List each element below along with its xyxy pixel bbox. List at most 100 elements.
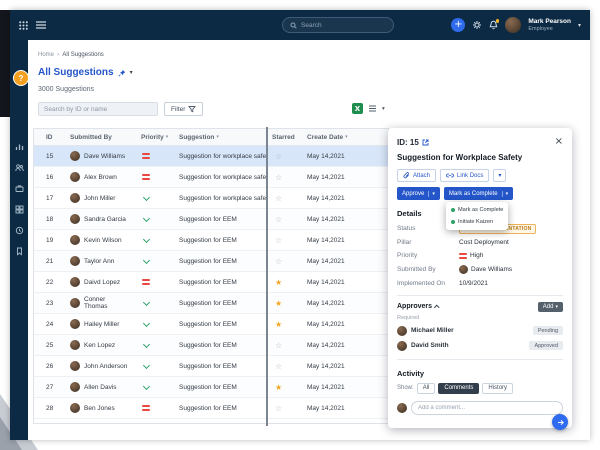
filter-button[interactable]: Filter [164, 102, 204, 116]
star-icon[interactable]: ☆ [275, 172, 283, 182]
star-icon[interactable]: ★ [275, 298, 283, 308]
user-name: Mark Pearson [528, 17, 571, 25]
star-icon[interactable]: ★ [275, 277, 283, 287]
activity-section-title: Activity [397, 368, 425, 378]
user-avatar[interactable] [505, 17, 522, 33]
submitter-avatar [70, 172, 80, 182]
people-icon[interactable] [14, 163, 24, 172]
star-icon[interactable]: ☆ [275, 403, 283, 413]
star-icon[interactable]: ☆ [275, 235, 283, 245]
submitter-avatar [70, 235, 80, 245]
row-id: 16 [46, 173, 54, 181]
submitted-by-name: Allen Davis [84, 383, 117, 391]
star-icon[interactable]: ★ [275, 382, 283, 392]
column-resize-divider[interactable] [266, 127, 268, 426]
suggestion-text: Suggestion for EEM [179, 215, 237, 223]
approver-row: Michael Miller Pending [397, 325, 563, 336]
table-row[interactable]: 15 Dave Williams Suggestion for workplac… [34, 146, 388, 167]
table-row[interactable]: 26 John Anderson Suggestion for EEM ☆ Ma… [34, 356, 388, 377]
star-icon[interactable]: ☆ [275, 256, 283, 266]
star-icon[interactable]: ☆ [275, 193, 283, 203]
hamburger-menu-icon[interactable] [36, 21, 46, 29]
apps-grid-icon[interactable] [15, 205, 24, 214]
row-id: 28 [46, 404, 54, 412]
star-icon[interactable]: ☆ [275, 361, 283, 371]
column-header-suggestion[interactable]: Suggestion ▾ [179, 133, 219, 141]
submitted-by-name: Hailey Miller [84, 320, 120, 328]
menu-item-mark-complete[interactable]: Mark as Complete [446, 204, 508, 216]
notifications-bell-icon[interactable] [489, 19, 500, 30]
analytics-icon[interactable] [15, 142, 24, 151]
view-options-chevron-icon[interactable]: ▾ [382, 105, 385, 112]
activity-tab[interactable]: History [482, 382, 514, 394]
table-row[interactable]: 25 Ken Lopez Suggestion for EEM ☆ May 14… [34, 335, 388, 356]
create-date: May 14,2021 [307, 236, 345, 244]
history-clock-icon[interactable] [15, 226, 24, 235]
status-label: Status [397, 225, 416, 232]
pin-icon[interactable] [118, 69, 126, 77]
submitted-by-label: Submitted By [397, 266, 436, 273]
table-row[interactable]: 23 Conner Thomas Suggestion for EEM ★ Ma… [34, 293, 388, 314]
suggestion-text: Suggestion for workplace safety [179, 173, 266, 181]
create-date: May 14,2021 [307, 320, 345, 328]
suggestion-text: Suggestion for EEM [179, 320, 237, 328]
table-row[interactable]: 22 Daivd Lopez Suggestion for EEM ★ May … [34, 272, 388, 293]
star-icon[interactable]: ☆ [275, 151, 283, 161]
fab-button[interactable] [552, 414, 568, 430]
global-search-input[interactable] [301, 21, 386, 29]
menu-item-initiate-kaizen[interactable]: Initiate Kaizen [446, 216, 508, 228]
help-walkthrough-badge[interactable]: ? [13, 70, 29, 86]
divider [397, 294, 563, 296]
star-icon[interactable]: ☆ [275, 214, 283, 224]
table-row[interactable]: 21 Taylor Ann Suggestion for EEM ☆ May 1… [34, 251, 388, 272]
attach-button[interactable]: Attach [397, 169, 437, 182]
submitter-avatar [70, 256, 80, 266]
table-row[interactable]: 19 Kevin Wilson Suggestion for EEM ☆ May… [34, 230, 388, 251]
link-docs-button[interactable]: Link Docs [440, 169, 490, 182]
sort-chevron-icon: ▾ [216, 134, 219, 140]
complete-chevron-icon[interactable]: ▾ [501, 190, 508, 197]
close-icon[interactable]: × [554, 136, 563, 147]
add-approver-button[interactable]: Add ▾ [537, 301, 563, 312]
list-view-icon[interactable] [368, 104, 377, 113]
approve-button[interactable]: Approve ▾ [397, 187, 440, 200]
table-row[interactable]: 24 Hailey Miller Suggestion for EEM ★ Ma… [34, 314, 388, 335]
submitter-avatar [459, 265, 468, 274]
activity-tab[interactable]: Comments [438, 382, 480, 394]
breadcrumb-home[interactable]: Home [38, 51, 55, 58]
star-icon[interactable]: ☆ [275, 340, 283, 350]
external-link-icon[interactable] [422, 139, 429, 146]
comment-input[interactable] [411, 400, 563, 415]
column-header-create-date[interactable]: Create Date ▾ [307, 133, 348, 141]
briefcase-icon[interactable] [15, 184, 24, 193]
table-row[interactable]: 16 Alex Brown Suggestion for workplace s… [34, 167, 388, 188]
suggestion-text: Suggestion for EEM [179, 383, 237, 391]
table-row[interactable]: 18 Sandra Garcia Suggestion for EEM ☆ Ma… [34, 209, 388, 230]
table-body: 15 Dave Williams Suggestion for workplac… [34, 146, 388, 423]
table-row[interactable]: 28 Ben Jones Suggestion for EEM ☆ May 14… [34, 398, 388, 419]
row-id: 26 [46, 362, 54, 370]
panel-title: Suggestion for Workplace Safety [397, 153, 523, 162]
table-row[interactable]: 27 Allen Davis Suggestion for EEM ★ May … [34, 377, 388, 398]
user-menu-chevron-icon[interactable]: ▾ [577, 21, 581, 29]
star-icon[interactable]: ★ [275, 319, 283, 329]
collapse-chevron-icon[interactable] [434, 305, 440, 310]
table-search-input[interactable] [44, 105, 152, 113]
column-header-priority[interactable]: Priority ▾ [141, 133, 169, 141]
create-new-button[interactable]: + [451, 18, 466, 32]
app-grid-icon[interactable] [19, 20, 28, 30]
settings-gear-icon[interactable] [472, 20, 482, 30]
excel-export-icon[interactable]: X [352, 103, 363, 114]
table-row[interactable]: 17 John Miller Suggestion for workplace … [34, 188, 388, 209]
paperclip-icon [403, 172, 410, 179]
link-docs-chevron-button[interactable]: ▾ [493, 169, 507, 182]
row-id: 15 [46, 152, 54, 160]
approve-chevron-icon[interactable]: ▾ [428, 190, 435, 197]
notification-dot [495, 19, 500, 23]
priority-icon [142, 194, 150, 202]
page-title-chevron-icon[interactable]: ▾ [129, 69, 133, 76]
row-id: 25 [46, 341, 54, 349]
activity-tab[interactable]: All [416, 382, 436, 394]
mark-complete-button[interactable]: Mark as Complete ▾ [443, 187, 514, 200]
bookmark-icon[interactable] [15, 247, 24, 256]
